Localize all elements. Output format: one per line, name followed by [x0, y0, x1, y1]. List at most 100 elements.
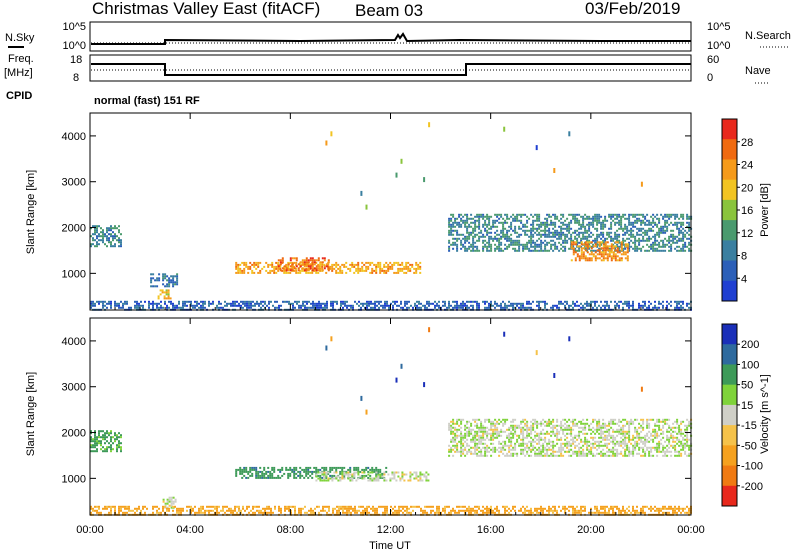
velocity-cell [640, 424, 643, 427]
power-cell [630, 233, 633, 236]
power-cell [560, 227, 563, 230]
velocity-cell [556, 438, 559, 441]
power-cell [476, 245, 479, 248]
power-cell [248, 306, 250, 309]
velocity-cell [371, 479, 374, 482]
power-cell [468, 245, 471, 248]
velocity-cell [263, 476, 266, 479]
power-cell [644, 231, 647, 234]
power-cell [548, 231, 551, 234]
power-cell [506, 229, 509, 232]
power-cell [245, 261, 248, 264]
power-cell [598, 235, 601, 238]
power-cell [666, 215, 669, 218]
power-cell [530, 233, 533, 236]
power-cell [536, 239, 539, 242]
velocity-cell [580, 446, 583, 449]
velocity-cell [564, 444, 567, 447]
power-cell [476, 215, 479, 218]
power-cell [670, 245, 673, 248]
power-cell [654, 306, 656, 309]
power-cell [168, 279, 171, 282]
velocity-cell [200, 507, 202, 510]
date-label: 03/Feb/2019 [585, 0, 680, 18]
power-cell [518, 247, 521, 250]
power-cell [600, 227, 603, 230]
velocity-cell [281, 474, 284, 477]
power-cell [482, 249, 485, 252]
velocity-cell [284, 505, 286, 508]
power-cell [500, 215, 503, 218]
velocity-heatmap-marks [90, 327, 693, 516]
velocity-cell [570, 430, 573, 433]
power-cell [454, 219, 457, 222]
power-cell [602, 257, 605, 260]
velocity-cell [526, 420, 529, 423]
velocity-cell [642, 448, 645, 451]
velocity-cell [534, 422, 537, 425]
velocity-cell [642, 450, 645, 453]
power-cell [448, 225, 451, 228]
velocity-cell [552, 450, 555, 453]
power-cell [313, 259, 316, 262]
power-cell [379, 263, 382, 266]
velocity-cell [544, 438, 547, 441]
power-cell [486, 300, 488, 303]
power-cell [508, 217, 511, 220]
velocity-cell [686, 438, 689, 441]
power-cell [580, 302, 582, 305]
velocity-cell [488, 438, 491, 441]
velocity-cell [168, 509, 170, 512]
power-cell [370, 300, 372, 303]
velocity-cell [452, 448, 455, 451]
power-cell [648, 237, 651, 240]
power-cell [654, 215, 657, 218]
power-cell [492, 237, 495, 240]
velocity-cell [548, 420, 551, 423]
power-cell [618, 213, 621, 216]
power-cell [110, 302, 112, 305]
velocity-cell [373, 479, 376, 482]
power-cell [358, 300, 360, 303]
power-cell [237, 263, 240, 266]
power-cell [558, 249, 561, 252]
power-feature-6 [570, 241, 629, 262]
power-cell [562, 213, 565, 216]
velocity-cell [409, 471, 412, 474]
power-cell [371, 267, 374, 270]
power-cell [164, 302, 166, 305]
power-cell [642, 227, 645, 230]
velocity-cell [323, 473, 326, 476]
power-cell [106, 239, 108, 242]
velocity-cell [278, 505, 280, 508]
power-cell [636, 221, 639, 224]
power-cell [301, 263, 304, 266]
power-cell [654, 235, 657, 238]
power-cell [616, 237, 619, 240]
velocity-cell [478, 450, 481, 453]
velocity-cell [90, 505, 92, 508]
velocity-cell [186, 505, 188, 508]
power-cell [488, 239, 491, 242]
velocity-cell [259, 476, 262, 479]
power-cell [488, 215, 491, 218]
power-cell [522, 249, 525, 252]
power-cell [389, 261, 392, 264]
velocity-cell [452, 438, 455, 441]
velocity-cell [556, 450, 559, 453]
power-cell [652, 245, 655, 248]
velocity-cell [474, 448, 477, 451]
power-cell [680, 221, 683, 224]
power-cell [548, 233, 551, 236]
power-cell [546, 235, 549, 238]
power-cell [512, 229, 515, 232]
power-cell [262, 304, 264, 307]
velocity-cell [586, 418, 589, 421]
velocity-cell [642, 420, 645, 423]
power-cell [166, 279, 169, 282]
velocity-cell [484, 446, 487, 449]
velocity-cell [630, 438, 633, 441]
power-cell [534, 219, 537, 222]
velocity-cell [622, 438, 625, 441]
power-cell [450, 243, 453, 246]
